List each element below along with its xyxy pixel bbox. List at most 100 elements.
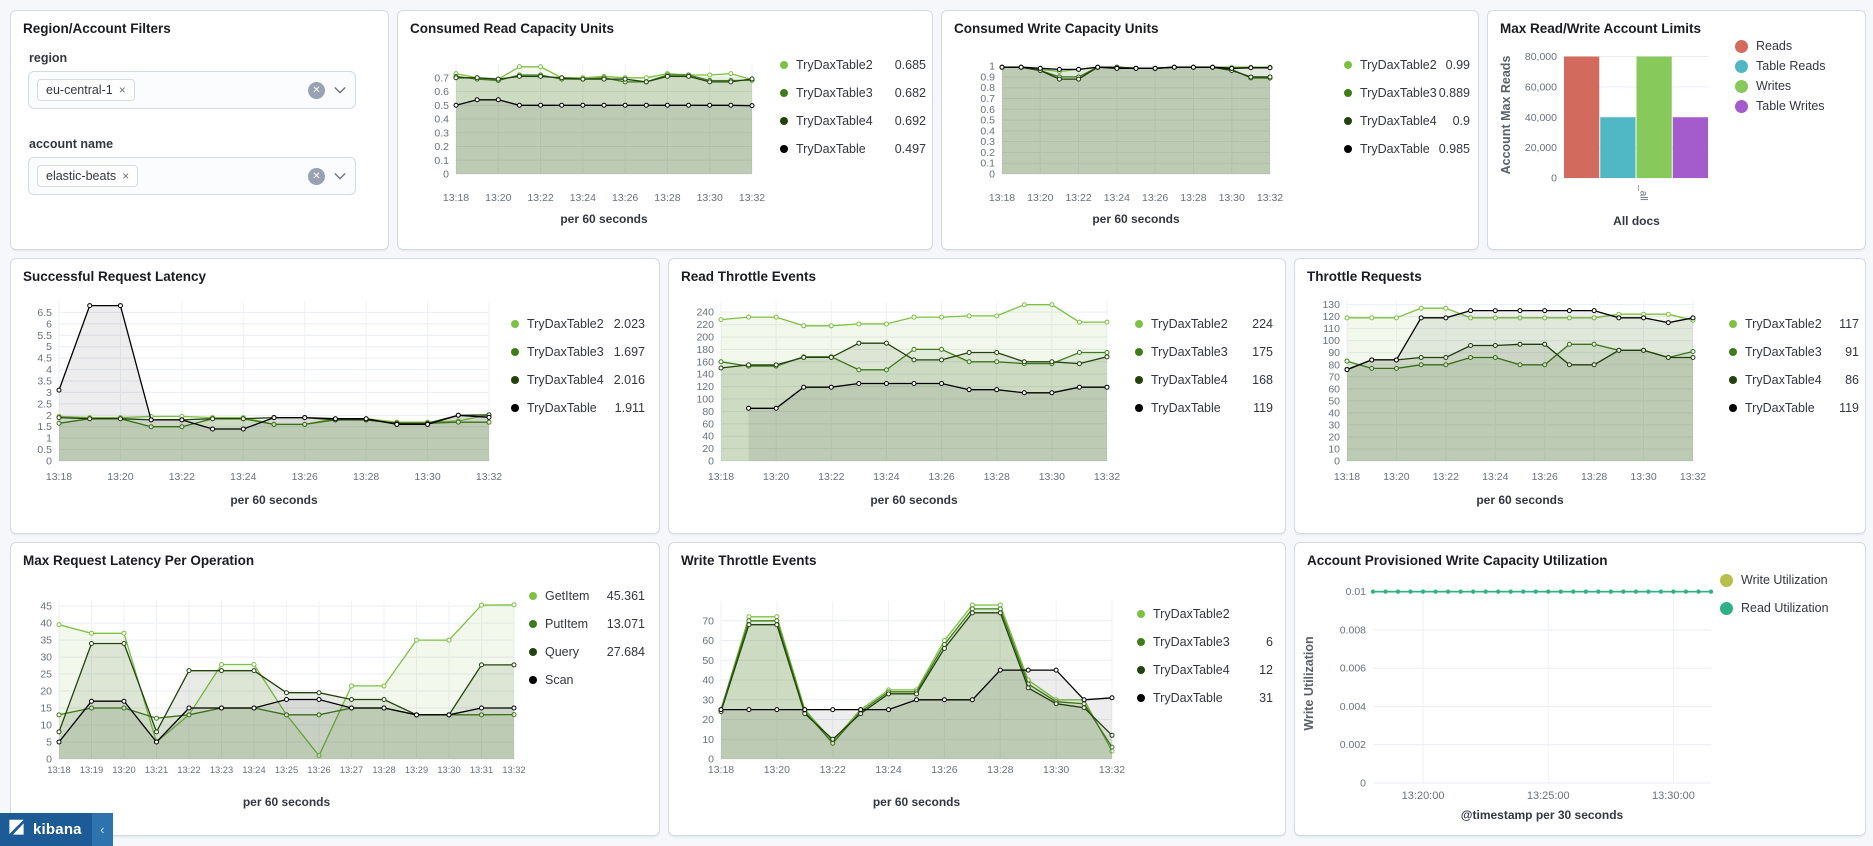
legend-value: 119 <box>1839 401 1859 415</box>
svg-text:25: 25 <box>40 669 52 681</box>
legend-item-trydaxtable3[interactable]: TryDaxTable3 0.682 <box>780 86 926 100</box>
chevron-down-icon[interactable] <box>333 169 347 183</box>
legend-item-trydaxtable2[interactable]: TryDaxTable2 0.685 <box>780 58 926 72</box>
max-read-write-limits-chart[interactable]: 0 20,000 40,000 60,000 80,000 _all All docs Acc… <box>1488 11 1865 249</box>
legend-item-trydaxtable3[interactable]: TryDaxTable3 175 <box>1135 345 1273 359</box>
legend-item-trydaxtable2[interactable]: TryDaxTable2 2.023 <box>511 317 645 331</box>
legend-item-write-utilization[interactable]: Write Utilization <box>1720 573 1862 587</box>
legend-item-trydaxtable2[interactable]: TryDaxTable2 224 <box>1135 317 1273 331</box>
legend-swatch-icon <box>1735 79 1748 93</box>
legend-value: 1.697 <box>613 345 645 359</box>
max-request-latency-chart[interactable]: 0 5 10 15 20 25 30 35 40 45 13:18 13:19 13:20 13:21 13… <box>11 543 659 835</box>
write-throttle-events-chart[interactable]: 0 10 20 30 40 50 60 70 13:18 13:20 13:22 13:24 13:26… <box>669 543 1285 835</box>
legend-swatch-icon <box>1135 404 1143 412</box>
svg-text:30: 30 <box>1328 419 1340 431</box>
account-write-capacity-utilization-chart[interactable]: 0 0.002 0.004 0.006 0.008 0.01 13:20:00 13:25:0… <box>1295 543 1865 835</box>
kibana-logo-icon <box>7 818 26 842</box>
legend-item-table-reads[interactable]: Table Reads <box>1735 59 1861 73</box>
svg-text:0.3: 0.3 <box>434 127 449 139</box>
clear-selection-button[interactable]: ✕ <box>308 167 325 185</box>
legend-item-trydaxtable[interactable]: TryDaxTable 0.497 <box>780 142 926 156</box>
legend-value: 0.889 <box>1438 86 1470 100</box>
legend-item-trydaxtable[interactable]: TryDaxTable 0.985 <box>1344 142 1470 156</box>
legend-value: 91 <box>1845 345 1859 359</box>
svg-text:13:28: 13:28 <box>987 764 1013 776</box>
remove-tag-icon[interactable]: × <box>118 83 126 97</box>
legend-item-trydaxtable3[interactable]: TryDaxTable3 1.697 <box>511 345 645 359</box>
consumed-read-capacity-chart[interactable]: 0 0.1 0.2 0.30.4 0.5 0.6 0.7 13:18 13:20 13:22 13:… <box>398 11 932 249</box>
svg-text:100: 100 <box>696 393 714 405</box>
legend-label: TryDaxTable <box>527 401 597 415</box>
chevron-down-icon[interactable] <box>333 83 347 97</box>
svg-text:0: 0 <box>708 754 714 766</box>
legend-item-trydaxtable[interactable]: TryDaxTable 31 <box>1137 691 1273 705</box>
legend-item-trydaxtable[interactable]: TryDaxTable 1.911 <box>511 401 645 415</box>
bar-table-writes[interactable] <box>1672 117 1708 178</box>
svg-text:0: 0 <box>1360 778 1366 790</box>
legend-item-trydaxtable[interactable]: TryDaxTable 119 <box>1135 401 1273 415</box>
legend-item-getitem[interactable]: GetItem 45.361 <box>529 589 645 603</box>
svg-text:13:18: 13:18 <box>46 471 72 483</box>
legend-item-trydaxtable4[interactable]: TryDaxTable4 168 <box>1135 373 1273 387</box>
region-tag-label: eu-central-1 <box>46 83 113 97</box>
svg-text:13:27: 13:27 <box>340 765 363 775</box>
panel-read-throttle-events: Read Throttle Events 0 20 40 60 80 100 120 140 1… <box>668 258 1286 534</box>
bar-table-reads[interactable] <box>1600 117 1636 178</box>
legend-item-putitem[interactable]: PutItem 13.071 <box>529 617 645 631</box>
svg-text:13:24: 13:24 <box>873 471 899 483</box>
svg-text:20,000: 20,000 <box>1525 142 1557 154</box>
legend-item-trydaxtable3[interactable]: TryDaxTable3 91 <box>1729 345 1859 359</box>
legend-swatch-icon <box>529 592 537 600</box>
legend-value: 224 <box>1252 317 1273 331</box>
region-combobox[interactable]: eu-central-1 × ✕ <box>28 71 356 109</box>
legend-label: TryDaxTable3 <box>1151 345 1228 359</box>
svg-text:0.5: 0.5 <box>980 115 995 127</box>
region-tag[interactable]: eu-central-1 × <box>37 79 135 101</box>
svg-text:13:28: 13:28 <box>353 471 379 483</box>
bar-writes[interactable] <box>1636 56 1672 179</box>
remove-tag-icon[interactable]: × <box>122 169 130 183</box>
legend-value: 168 <box>1252 373 1273 387</box>
clear-selection-button[interactable]: ✕ <box>308 81 325 99</box>
legend-item-trydaxtable4[interactable]: TryDaxTable4 86 <box>1729 373 1859 387</box>
legend-item-trydaxtable4[interactable]: TryDaxTable4 0.692 <box>780 114 926 128</box>
legend-item-scan[interactable]: Scan <box>529 673 645 687</box>
legend-item-trydaxtable4[interactable]: TryDaxTable4 2.016 <box>511 373 645 387</box>
legend-item-writes[interactable]: Writes <box>1735 79 1861 93</box>
kibana-logo-area[interactable]: kibana <box>0 813 92 846</box>
svg-text:13:20:00: 13:20:00 <box>1402 790 1445 802</box>
svg-text:13:22: 13:22 <box>169 471 195 483</box>
svg-text:20: 20 <box>1328 431 1340 443</box>
legend-item-trydaxtable2[interactable]: TryDaxTable2 0.99 <box>1344 58 1470 72</box>
svg-text:_all: _all <box>1638 184 1649 201</box>
legend-item-table-writes[interactable]: Table Writes <box>1735 99 1861 113</box>
legend-value: 0.685 <box>894 58 926 72</box>
svg-text:0.6: 0.6 <box>434 86 449 98</box>
svg-text:13:26: 13:26 <box>1532 471 1558 483</box>
legend-item-reads[interactable]: Reads <box>1735 39 1861 53</box>
legend-item-trydaxtable[interactable]: TryDaxTable 119 <box>1729 401 1859 415</box>
bar-reads[interactable] <box>1564 56 1600 179</box>
account-name-combobox[interactable]: elastic-beats × ✕ <box>28 157 356 195</box>
legend-item-trydaxtable3[interactable]: TryDaxTable3 0.889 <box>1344 86 1470 100</box>
legend-item-trydaxtable4[interactable]: TryDaxTable4 12 <box>1137 663 1273 677</box>
legend-item-trydaxtable2[interactable]: TryDaxTable2 117 <box>1729 317 1859 331</box>
legend-item-trydaxtable3[interactable]: TryDaxTable3 6 <box>1137 635 1273 649</box>
sidebar-collapse-button[interactable]: ‹ <box>91 813 113 846</box>
legend-item-query[interactable]: Query 27.684 <box>529 645 645 659</box>
svg-text:13:21: 13:21 <box>145 765 168 775</box>
svg-text:0.006: 0.006 <box>1340 663 1366 675</box>
account-name-tag[interactable]: elastic-beats × <box>37 165 139 187</box>
successful-request-latency-chart[interactable]: 00.511.522.533.544.555.566.5 13:18 13:20 13… <box>11 259 659 533</box>
svg-text:90: 90 <box>1328 347 1340 359</box>
svg-text:13:22: 13:22 <box>820 764 846 776</box>
region-field-label: region <box>29 51 68 65</box>
legend-item-trydaxtable4[interactable]: TryDaxTable4 0.9 <box>1344 114 1470 128</box>
legend-item-trydaxtable2[interactable]: TryDaxTable2 <box>1137 607 1273 621</box>
legend-item-read-utilization[interactable]: Read Utilization <box>1720 601 1862 615</box>
legend-swatch-icon <box>1137 610 1145 618</box>
svg-text:per 60 seconds: per 60 seconds <box>560 212 648 226</box>
